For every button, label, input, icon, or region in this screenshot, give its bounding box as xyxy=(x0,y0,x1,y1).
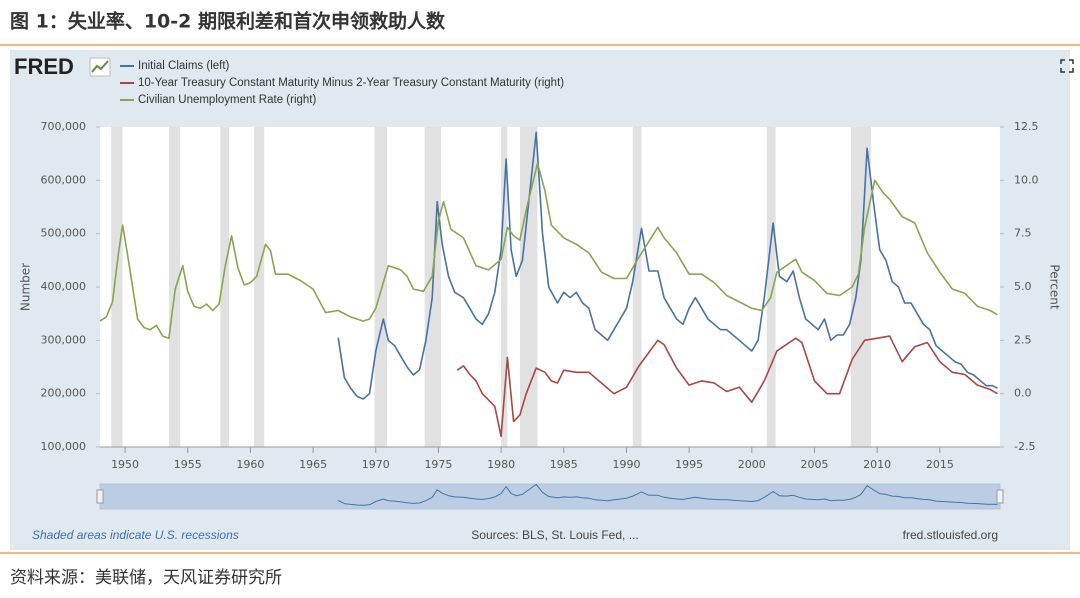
y-axis-label: Number xyxy=(19,263,33,311)
y2-tick-label: 2.5 xyxy=(1014,333,1032,346)
series-line xyxy=(99,162,998,339)
x-tick-label: 1990 xyxy=(612,458,640,471)
series-line xyxy=(337,131,998,400)
y2-axis-label: Percent xyxy=(1048,264,1062,309)
source: 资料来源：美联储，天风证券研究所 xyxy=(10,568,282,588)
y-tick-label: 100,000 xyxy=(41,440,87,453)
recession-note: Shaded areas indicate U.S. recessions xyxy=(32,528,239,542)
recession-band xyxy=(254,127,265,447)
x-tick-label: 1955 xyxy=(174,458,202,471)
x-tick-label: 1980 xyxy=(487,458,515,471)
logo: FRED xyxy=(14,54,74,79)
x-tick-label: 1995 xyxy=(675,458,703,471)
plot-area xyxy=(100,127,1000,447)
recession-band xyxy=(850,127,871,447)
x-tick-label: 1950 xyxy=(111,458,139,471)
x-tick-label: 1970 xyxy=(362,458,390,471)
y2-tick-label: 0.0 xyxy=(1014,387,1032,400)
x-tick-label: 2010 xyxy=(863,458,891,471)
y-tick-label: 300,000 xyxy=(41,333,87,346)
legend-label: Civilian Unemployment Rate (right) xyxy=(138,94,316,106)
x-tick-label: 2015 xyxy=(926,458,954,471)
legend-label: 10-Year Treasury Constant Maturity Minus… xyxy=(138,77,564,89)
navigator-line xyxy=(337,483,998,506)
x-tick-label: 2000 xyxy=(738,458,766,471)
y-tick-label: 200,000 xyxy=(41,387,87,400)
x-tick-label: 1975 xyxy=(424,458,452,471)
recession-band xyxy=(168,127,181,447)
recession-band xyxy=(501,127,508,447)
sources: Sources: BLS, St. Louis Fed, ... xyxy=(471,528,638,542)
logo-icon xyxy=(89,57,111,77)
site: fred.stlouisfed.org xyxy=(903,528,998,542)
figure-title: 图 1：失业率、10-2 期限利差和首次申领救助人数 xyxy=(10,10,446,33)
y2-tick-label: 7.5 xyxy=(1014,227,1032,240)
y2-tick-label: -2.5 xyxy=(1014,440,1035,453)
x-tick-label: 1960 xyxy=(236,458,264,471)
y2-tick-label: 5.0 xyxy=(1014,280,1032,293)
fullscreen-icon[interactable] xyxy=(1060,59,1074,73)
navigator-handle[interactable] xyxy=(996,489,1004,504)
y-tick-label: 400,000 xyxy=(41,280,87,293)
y-tick-label: 600,000 xyxy=(41,173,87,186)
recession-band xyxy=(632,127,642,447)
x-tick-label: 2005 xyxy=(800,458,828,471)
legend-label: Initial Claims (left) xyxy=(138,60,230,72)
y-tick-label: 700,000 xyxy=(41,120,87,133)
y-tick-label: 500,000 xyxy=(41,227,87,240)
series-line xyxy=(456,335,998,438)
y2-tick-label: 12.5 xyxy=(1014,120,1039,133)
recession-band xyxy=(220,127,230,447)
recession-band xyxy=(111,127,123,447)
navigator-handle[interactable] xyxy=(96,489,104,504)
plot-layer xyxy=(99,127,998,447)
recession-band xyxy=(519,127,538,447)
recession-band xyxy=(374,127,388,447)
recession-band xyxy=(766,127,776,447)
x-tick-label: 1965 xyxy=(299,458,327,471)
x-tick-label: 1985 xyxy=(550,458,578,471)
y2-tick-label: 10.0 xyxy=(1014,173,1039,186)
